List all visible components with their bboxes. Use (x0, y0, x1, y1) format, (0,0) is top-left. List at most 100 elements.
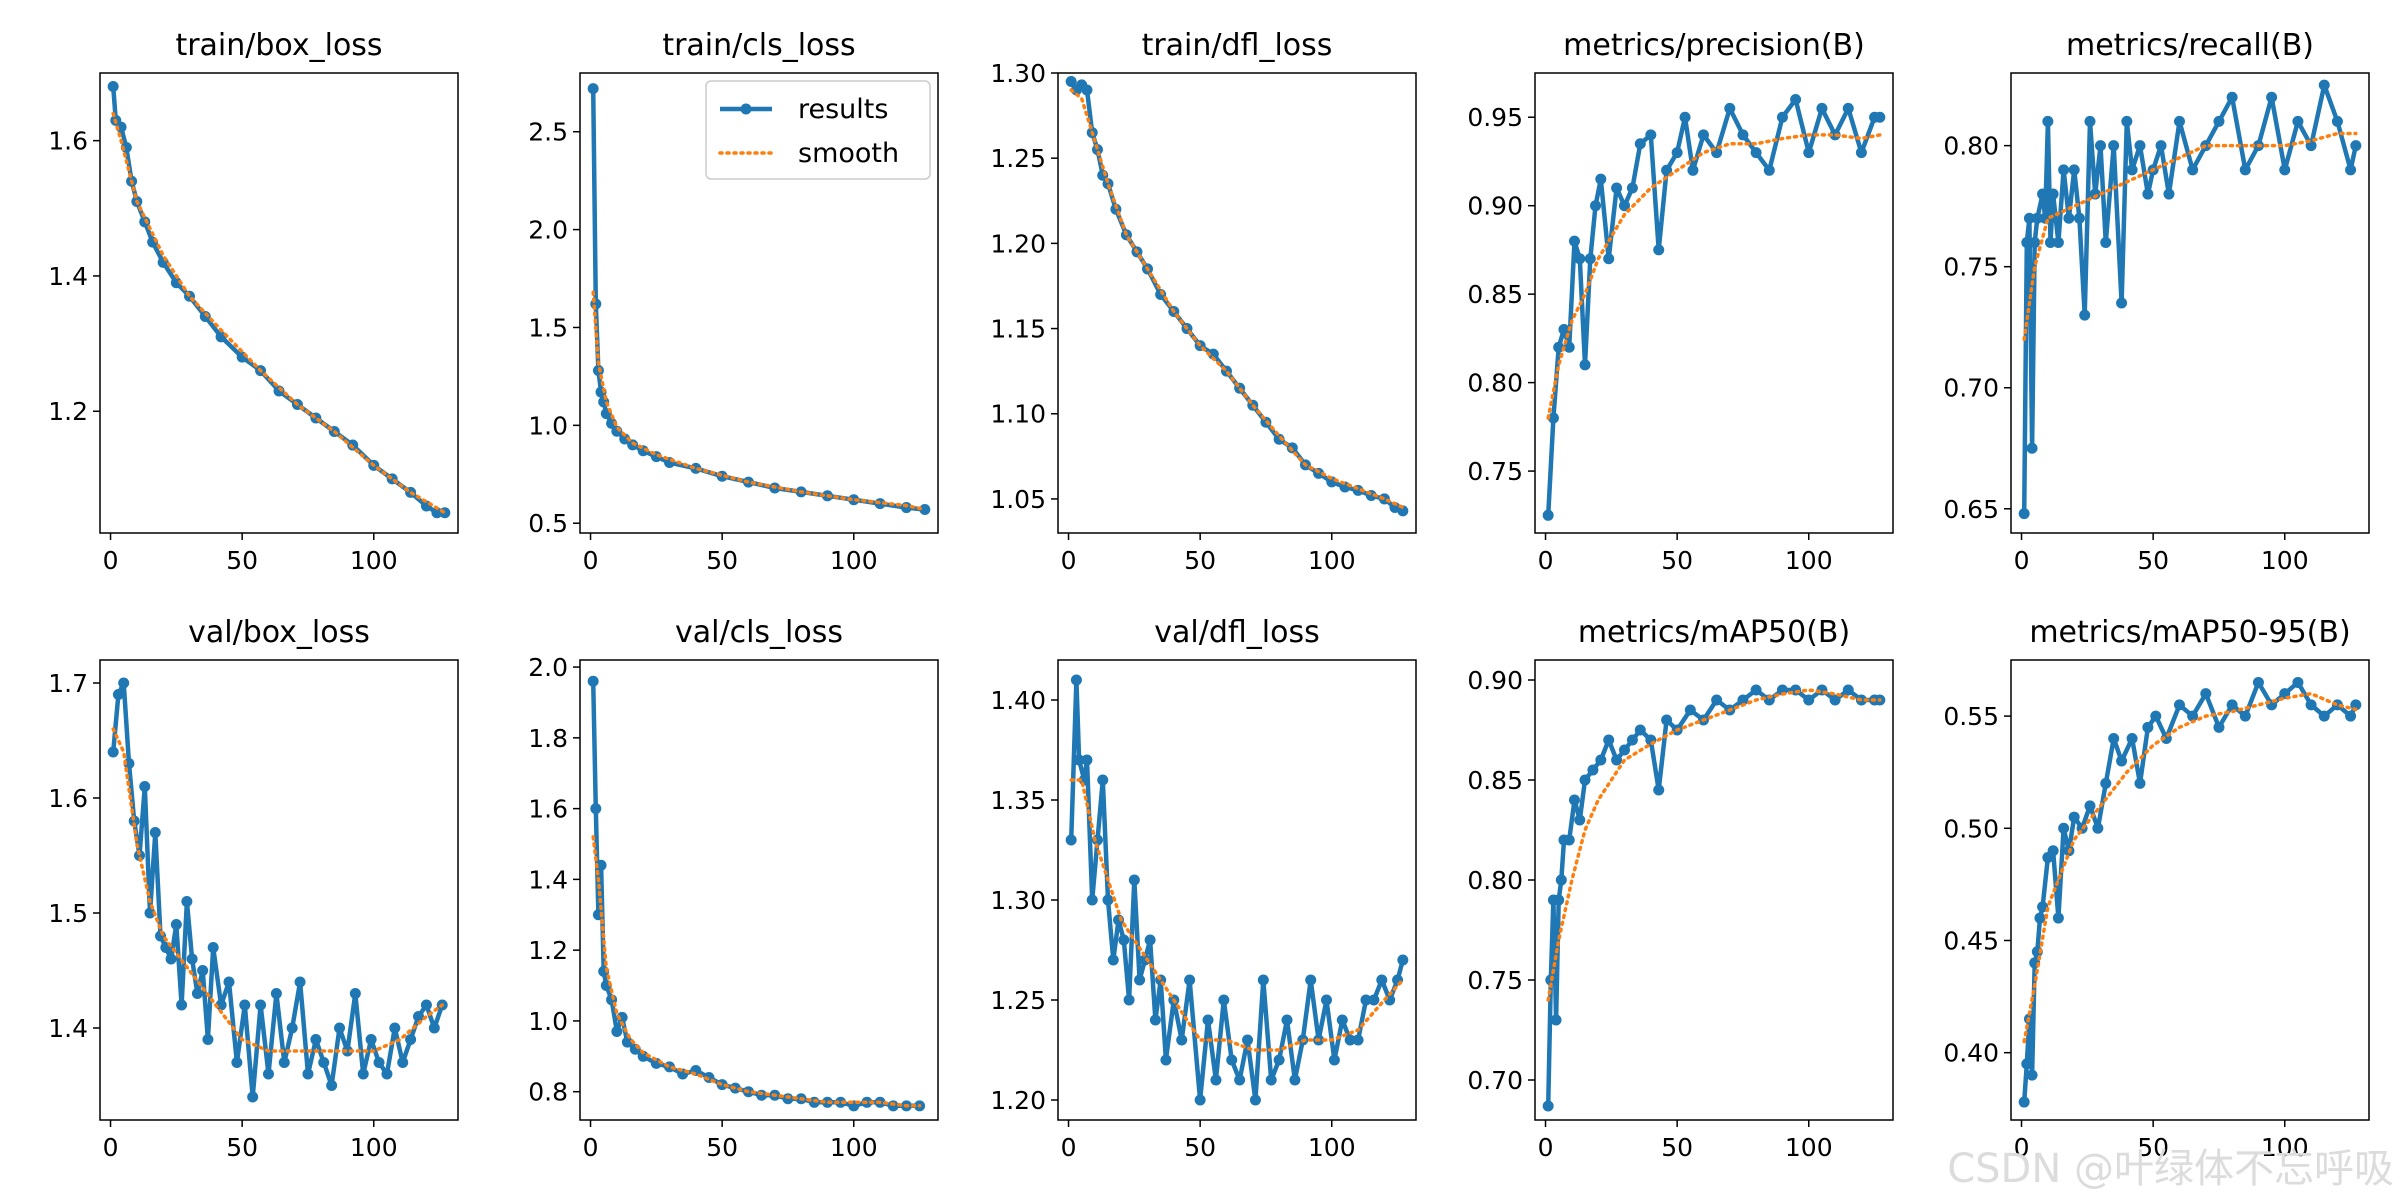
results-point (2058, 822, 2070, 834)
panel-title: train/cls_loss (662, 28, 855, 63)
results-point (619, 433, 631, 445)
results-point (2021, 1058, 2033, 1070)
results-point (1097, 774, 1109, 786)
results-point (247, 1091, 259, 1103)
results-point (2108, 140, 2120, 152)
results-point (1634, 724, 1646, 736)
results-point (389, 1022, 401, 1034)
results-point (1574, 253, 1586, 265)
results-point (1149, 1014, 1161, 1026)
results-point (2173, 115, 2185, 127)
results-point (1568, 794, 1580, 806)
x-tick-label: 100 (2261, 546, 2309, 575)
axes-frame (1057, 72, 1417, 534)
results-line (1545, 687, 1880, 1107)
results-point (848, 494, 860, 506)
results-point (181, 896, 193, 907)
panel-2: train/cls_loss 0 50 100 0.5 1.0 1.5 2.0 2.5 resul… (528, 28, 939, 575)
results-point (1558, 324, 1570, 336)
results-point (2279, 164, 2291, 176)
panel-title: metrics/recall(B) (2066, 28, 2314, 63)
results-point (1118, 934, 1130, 946)
results-point (1547, 412, 1559, 424)
results-point (1619, 200, 1630, 212)
results-point (1619, 744, 1630, 756)
x-tick-label: 50 (706, 546, 738, 575)
results-point (1584, 253, 1596, 265)
y-tick-label: 1.6 (48, 127, 88, 156)
results-point (1763, 164, 1775, 176)
results-point (1603, 253, 1615, 265)
results-point (887, 1100, 899, 1112)
results-point (2079, 309, 2091, 321)
results-point (1750, 684, 1762, 696)
results-point (1273, 1054, 1285, 1066)
y-tick-label: 1.5 (528, 313, 568, 342)
y-tick-label: 0.65 (1943, 495, 1999, 524)
results-point (1737, 694, 1749, 706)
results-point (1563, 834, 1575, 846)
results-line (2021, 680, 2358, 1103)
results-point (149, 827, 161, 838)
smooth-line (111, 727, 444, 1053)
results-point (1790, 94, 1802, 106)
y-tick-label: 0.80 (1467, 866, 1523, 895)
results-point (2052, 236, 2064, 248)
results-point (587, 83, 599, 95)
y-tick-label: 1.2 (528, 936, 568, 965)
results-point (2047, 188, 2059, 200)
results-line (1545, 97, 1880, 516)
results-point (2173, 699, 2185, 711)
panel-8: val/dfl_loss 0 50 100 1.20 1.25 1.30 1.35 1.40 (990, 615, 1417, 1162)
results-point (1376, 974, 1388, 986)
y-tick-label: 1.8 (528, 724, 568, 753)
x-tick-label: 50 (1661, 1133, 1693, 1162)
results-point (1661, 714, 1673, 726)
results-point (326, 1080, 338, 1091)
results-point (239, 999, 251, 1011)
y-tick-label: 1.35 (990, 786, 1046, 815)
results-point (1684, 704, 1696, 716)
panel-title: val/cls_loss (675, 615, 843, 650)
results-point (1202, 1014, 1214, 1026)
results-point (1595, 754, 1607, 766)
results-point (2292, 115, 2304, 127)
y-tick-label: 0.85 (1467, 280, 1523, 309)
results-point (1553, 341, 1565, 353)
panel-1: train/box_loss 0 50 100 1.2 1.4 1.6 (48, 28, 459, 575)
axes-frame (99, 659, 459, 1121)
panel-title: train/dfl_loss (1142, 28, 1333, 63)
results-line (590, 681, 920, 1109)
results-point (1286, 442, 1298, 454)
x-tick-label: 100 (350, 1133, 398, 1162)
results-point (2092, 822, 2104, 834)
smooth-line (1546, 688, 1882, 1002)
axes-frame (1534, 72, 1894, 534)
results-point (1550, 1014, 1562, 1026)
results-point (1065, 76, 1077, 88)
results-point (1328, 1054, 1340, 1066)
results-point (2239, 164, 2251, 176)
results-point (1724, 102, 1736, 114)
results-point (2163, 188, 2175, 200)
results-point (1321, 994, 1332, 1006)
results-point (611, 1026, 623, 1038)
results-point (1750, 147, 1762, 159)
results-point (1336, 1014, 1348, 1026)
results-point (2126, 164, 2138, 176)
results-point (1842, 684, 1854, 696)
results-point (2116, 755, 2128, 767)
y-tick-label: 0.90 (1467, 192, 1523, 221)
results-point (191, 988, 203, 999)
results-point (428, 1022, 440, 1034)
axes-frame (99, 72, 459, 534)
results-point (107, 746, 119, 758)
y-tick-label: 1.6 (528, 795, 568, 824)
results-point (1553, 894, 1565, 906)
y-tick-label: 2.5 (528, 118, 568, 147)
results-point (1218, 994, 1230, 1006)
results-point (1737, 129, 1749, 141)
y-tick-label: 1.5 (48, 899, 88, 928)
x-tick-label: 50 (1184, 1133, 1216, 1162)
y-tick-label: 1.4 (48, 262, 88, 291)
